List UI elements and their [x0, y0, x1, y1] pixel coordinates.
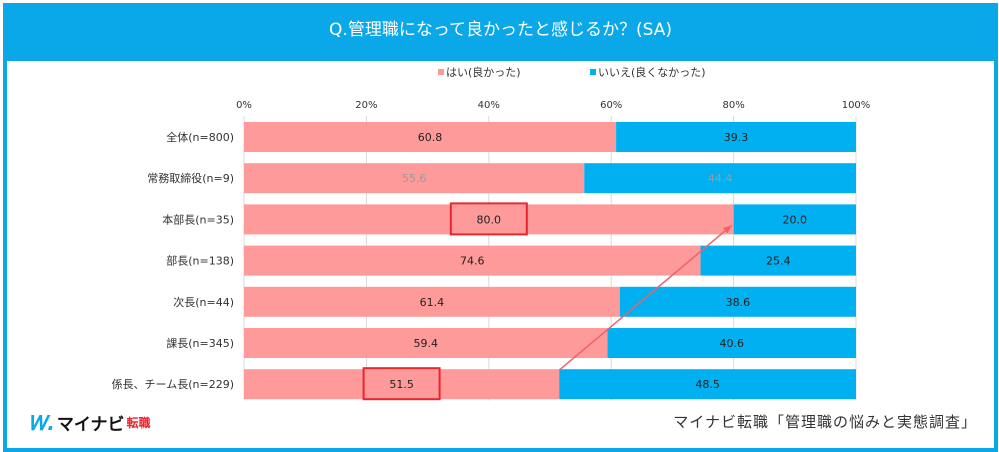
- legend-item-no: いいえ(良くなかった): [590, 64, 706, 80]
- data-label: 38.6: [726, 296, 751, 309]
- x-tick-label: 20%: [355, 100, 377, 111]
- data-label: 44.4: [708, 172, 733, 185]
- bar-segment: [733, 204, 856, 235]
- data-label: 39.3: [724, 131, 749, 144]
- x-tick-label: 60%: [600, 100, 622, 111]
- data-label: 80.0: [477, 213, 502, 226]
- category-label: 係長、チーム長(n=229): [112, 378, 234, 391]
- data-label: 25.4: [766, 255, 791, 268]
- bar-segment: [244, 245, 701, 276]
- data-label: 60.8: [418, 131, 443, 144]
- bar-segment: [244, 122, 617, 152]
- bar-segment: [584, 163, 856, 194]
- bar-segment: [244, 163, 585, 194]
- data-label: 51.5: [389, 378, 414, 391]
- bar-segment: [607, 328, 856, 358]
- bar-segment: [559, 369, 856, 400]
- category-label: 常務取締役(n=9): [147, 171, 234, 185]
- legend-item-yes: はい(良かった): [438, 64, 521, 80]
- category-label: 次長(n=44): [173, 295, 234, 309]
- legend-swatch: [438, 69, 444, 75]
- logo-mark: Ꮃ.: [28, 410, 55, 435]
- x-tick-label: 100%: [842, 100, 871, 111]
- highlight-box: [449, 202, 528, 236]
- x-tick-label: 80%: [722, 100, 744, 111]
- data-label: 59.4: [414, 337, 439, 350]
- mynavi-logo: Ꮃ. マイナビ 転職: [28, 410, 151, 436]
- bar-segment: [616, 122, 856, 152]
- logo-subtext: 転職: [126, 416, 151, 430]
- category-label: 本部長(n=35): [162, 212, 234, 226]
- legend-swatch: [590, 69, 596, 75]
- data-label: 48.5: [695, 378, 720, 391]
- bar-segment: [244, 204, 734, 235]
- x-tick-label: 40%: [478, 100, 500, 111]
- data-label: 55.6: [402, 172, 427, 185]
- source-note: マイナビ転職「管理職の悩みと実態調査」: [673, 413, 977, 431]
- category-label: 全体(n=800): [166, 130, 234, 144]
- bar-segment: [244, 286, 620, 317]
- data-label: 74.6: [460, 255, 485, 268]
- legend-label: いいえ(良くなかった): [598, 66, 706, 79]
- data-label: 61.4: [420, 296, 445, 309]
- data-label: 20.0: [783, 213, 808, 226]
- chart-title: Q.管理職になって良かったと感じるか？(SA): [7, 7, 994, 61]
- category-label: 部長(n=138): [166, 254, 234, 268]
- bar-segment: [244, 369, 560, 400]
- bar-segment: [700, 245, 856, 276]
- category-label: 課長(n=345): [166, 336, 234, 350]
- arrowhead-icon: [722, 225, 732, 234]
- bar-segment: [619, 286, 856, 317]
- x-tick-label: 0%: [236, 100, 252, 111]
- highlight-box: [362, 367, 441, 401]
- bar-segment: [244, 328, 608, 358]
- data-label: 40.6: [720, 337, 745, 350]
- logo-text: マイナビ: [56, 415, 125, 435]
- legend-label: はい(良かった): [446, 66, 521, 79]
- annotation-arrow: [558, 224, 733, 371]
